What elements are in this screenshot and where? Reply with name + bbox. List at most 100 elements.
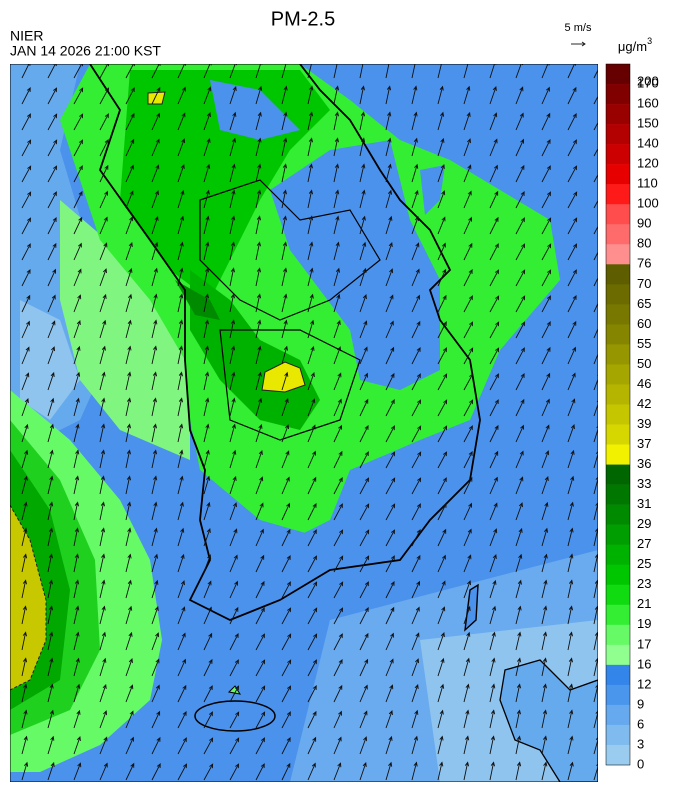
unit-label: μg/m3	[618, 36, 652, 54]
wind-arrow	[541, 605, 548, 625]
datetime: JAN 14 2026 21:00 KST	[10, 43, 161, 59]
wind-arrow	[567, 683, 574, 703]
colorbar-label: 200	[637, 73, 659, 88]
wind-arrow	[229, 423, 236, 443]
wind-arrow	[125, 87, 135, 105]
wind-arrow	[385, 555, 395, 573]
wind-arrow	[281, 111, 288, 131]
wind-arrow	[515, 217, 525, 235]
wind-arrow	[47, 735, 55, 755]
wind-arrow	[333, 710, 342, 729]
wind-arrow	[125, 371, 132, 391]
wind-arrow	[541, 709, 548, 729]
wind-arrow	[515, 683, 522, 703]
wind-arrow	[359, 555, 370, 573]
wind-arrow	[411, 632, 420, 651]
wind-arrow	[411, 503, 421, 521]
wind-arrow	[229, 633, 239, 651]
wind-arrow	[229, 580, 238, 599]
wind-arrow	[489, 554, 497, 573]
wind-arrow	[463, 683, 470, 703]
wind-arrow	[593, 763, 598, 781]
wind-arrow	[567, 139, 577, 157]
wind-arrow	[47, 553, 53, 573]
wind-arrow	[73, 64, 83, 79]
colorbar-swatch	[606, 324, 630, 345]
wind-arrow	[411, 242, 420, 261]
wind-arrow	[593, 374, 598, 391]
colorbar-label: 6	[637, 716, 644, 731]
wind-arrow	[125, 345, 132, 365]
wind-arrow	[359, 424, 369, 443]
wind-arrow	[593, 173, 598, 183]
wind-arrow	[489, 450, 499, 469]
wind-arrow	[541, 86, 550, 105]
wind-arrow	[567, 449, 575, 469]
wind-arrow	[21, 423, 29, 443]
wind-arrow	[21, 449, 29, 469]
colorbar-swatch	[606, 204, 630, 225]
wind-arrow	[229, 241, 236, 261]
wind-arrow	[255, 137, 262, 157]
colorbar-label: 23	[637, 576, 651, 591]
wind-arrow	[73, 527, 79, 547]
wind-arrow	[255, 737, 265, 755]
wind-arrow	[411, 346, 421, 365]
wind-arrow	[151, 553, 159, 573]
wind-arrow	[567, 113, 577, 131]
wind-arrow	[229, 659, 239, 677]
wind-arrow	[567, 579, 574, 599]
unit-superscript: 3	[647, 36, 652, 46]
wind-arrow	[385, 632, 394, 651]
wind-arrow	[177, 215, 185, 235]
wind-arrow	[47, 64, 57, 79]
wind-arrow	[515, 631, 522, 651]
wind-arrow	[203, 449, 210, 469]
wind-arrow	[593, 69, 598, 79]
wind-arrow	[177, 189, 185, 209]
wind-arrow	[281, 502, 291, 521]
wind-arrow	[203, 423, 210, 443]
wind-arrow	[151, 64, 161, 79]
wind-arrow	[203, 345, 209, 365]
wind-arrow	[151, 501, 158, 521]
colorbar-label: 3	[637, 736, 644, 751]
wind-arrow	[567, 527, 574, 547]
wind-arrow	[47, 423, 54, 443]
colorbar-swatch	[606, 344, 630, 365]
wind-arrow	[463, 347, 474, 365]
wind-arrow	[515, 138, 525, 157]
wind-arrow	[229, 711, 240, 729]
wind-arrow	[229, 189, 236, 209]
wind-arrow	[177, 737, 187, 755]
wind-arrow	[463, 502, 472, 521]
wind-arrow	[463, 242, 473, 261]
colorbar-label: 100	[637, 196, 659, 211]
wind-arrow	[281, 476, 290, 495]
colorbar-label: 16	[637, 656, 651, 671]
colorbar-label: 39	[637, 416, 651, 431]
wind-arrow	[593, 95, 598, 105]
wind-arrow	[541, 579, 548, 599]
wind-arrow	[307, 215, 314, 235]
wind-arrow	[203, 215, 210, 235]
wind-arrow	[437, 111, 445, 131]
wind-arrow	[385, 658, 394, 677]
wind-arrow	[359, 294, 367, 313]
wind-scale-label: 5 m/s	[565, 22, 592, 34]
wind-arrow	[307, 502, 317, 521]
wind-arrow	[463, 321, 474, 339]
wind-arrow	[385, 761, 393, 781]
wind-arrow	[359, 189, 366, 209]
wind-arrow	[21, 553, 28, 573]
wind-arrow	[151, 658, 160, 677]
wind-arrow	[437, 294, 447, 313]
wind-arrow	[151, 371, 158, 391]
wind-arrow	[99, 657, 107, 677]
wind-arrow	[99, 268, 107, 287]
wind-arrow	[411, 477, 422, 495]
wind-arrow	[125, 605, 133, 625]
wind-arrow	[151, 215, 159, 235]
wind-arrow	[541, 424, 550, 443]
wind-arrow	[203, 475, 211, 495]
